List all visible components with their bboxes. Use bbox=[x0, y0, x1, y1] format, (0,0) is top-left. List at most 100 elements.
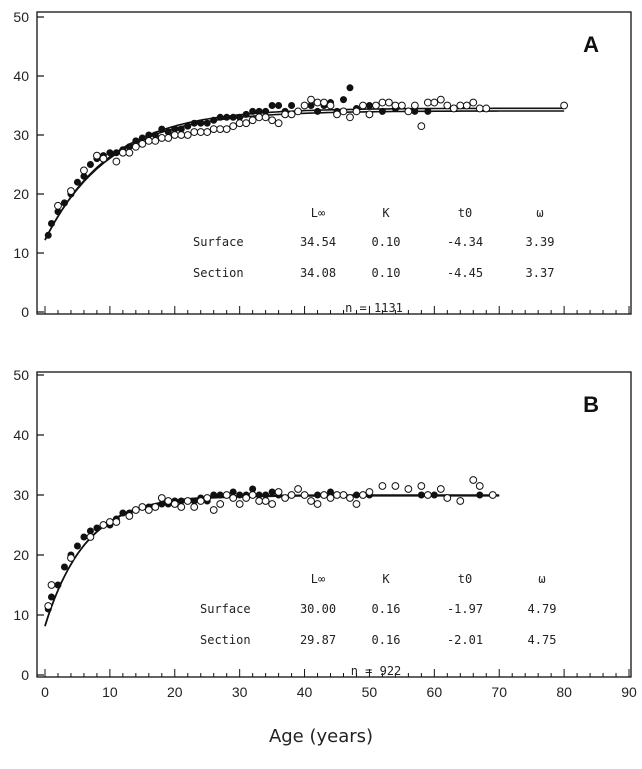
panel-a-surface-point bbox=[346, 84, 354, 92]
panel-b-section-point bbox=[177, 503, 186, 511]
panel-b-section-point bbox=[138, 503, 147, 511]
panel-a-surface-point bbox=[424, 107, 432, 115]
panel-a-section-point bbox=[307, 95, 315, 104]
panel-a-section-point bbox=[313, 98, 322, 107]
panel-b-surface-point bbox=[417, 491, 425, 499]
panel-b-header-linf: L∞ bbox=[311, 572, 325, 586]
panel-b-section-t0: -2.01 bbox=[447, 633, 483, 647]
panel-b-data-points bbox=[44, 476, 497, 613]
x-tick-label: 60 bbox=[427, 684, 443, 700]
x-tick-label: 10 bbox=[102, 684, 118, 700]
panel-b-surface-point bbox=[352, 491, 360, 499]
panel-b-row-surface-label: Surface bbox=[200, 602, 251, 616]
panel-a-surface-point bbox=[339, 96, 347, 104]
panel-b-section-point bbox=[378, 482, 387, 490]
panel-a-section-point bbox=[449, 104, 458, 113]
panel-a-y-tick-label: 0 bbox=[21, 304, 29, 320]
panel-a-header-linf: L∞ bbox=[311, 206, 325, 220]
panel-b-section-point bbox=[44, 602, 53, 610]
panel-a-section-point bbox=[294, 107, 302, 116]
panel-b-letter: B bbox=[583, 392, 599, 417]
panel-b-section-point bbox=[151, 503, 160, 511]
panel-a-surface-point bbox=[223, 113, 231, 121]
panel-b-section-point bbox=[248, 491, 257, 499]
panel-b-section-point bbox=[313, 500, 322, 508]
panel-b-header-k: K bbox=[382, 572, 390, 586]
panel-a-surface-point bbox=[378, 107, 386, 115]
panel-a-surface-point bbox=[184, 122, 192, 130]
panel-a-section-point bbox=[287, 110, 296, 119]
x-axis-tick-labels: 0 10 20 30 40 50 60 70 80 90 bbox=[41, 684, 637, 700]
panel-a-surface-point bbox=[275, 102, 283, 109]
panel-b-section-point bbox=[255, 497, 264, 505]
panel-a-section-point bbox=[443, 101, 452, 110]
panel-b-section-point bbox=[112, 518, 121, 526]
panel-a-y-ticks: 0 10 20 30 40 50 bbox=[13, 9, 44, 320]
panel-b-row-section-label: Section bbox=[200, 633, 251, 647]
panel-a-section-point bbox=[352, 107, 361, 116]
panel-b-surface-point bbox=[54, 581, 62, 589]
panel-b-section-point bbox=[131, 506, 140, 514]
panel-b-section-point bbox=[268, 500, 277, 508]
panel-b-y-tick-label: 30 bbox=[13, 487, 29, 503]
panel-b-x-ticks bbox=[44, 669, 630, 677]
panel-a-section-point bbox=[177, 131, 186, 139]
panel-b-surface-point bbox=[80, 533, 88, 541]
panel-b-fitted-curve-1 bbox=[44, 494, 500, 627]
panel-a-y-tick-label: 40 bbox=[13, 68, 29, 84]
panel-b-surface-point bbox=[430, 491, 438, 499]
panel-a-section-point bbox=[404, 107, 413, 116]
panel-b-y-tick-label: 10 bbox=[13, 607, 29, 623]
panel-a-frame bbox=[36, 11, 632, 315]
panel-a-surface-point bbox=[210, 116, 218, 124]
panel-b-section-point bbox=[469, 476, 478, 484]
panel-b-y-tick-label: 20 bbox=[13, 547, 29, 563]
x-tick-label: 30 bbox=[232, 684, 248, 700]
panel-b-header-omega: ω bbox=[538, 572, 545, 586]
panel-a-section-point bbox=[138, 139, 147, 148]
panel-a-header-k: K bbox=[382, 206, 390, 220]
panel-a-surface-point bbox=[73, 178, 81, 186]
panel-b-section-point bbox=[105, 518, 114, 526]
panel-b-frame bbox=[36, 371, 632, 678]
panel-a-header-omega: ω bbox=[536, 206, 543, 220]
x-tick-label: 90 bbox=[621, 684, 637, 700]
panel-b-surface-point bbox=[47, 593, 55, 601]
panel-a-section-point bbox=[164, 134, 173, 142]
panel-a-section-point bbox=[281, 110, 289, 119]
panel-a-section-point bbox=[203, 128, 212, 136]
panel-a-section-point bbox=[456, 101, 465, 110]
panel-a-section-point bbox=[365, 110, 374, 119]
panel-a-section-point bbox=[80, 166, 88, 175]
panel-b-section-point bbox=[436, 485, 445, 493]
panel-a-section-point bbox=[560, 101, 569, 110]
panel-a-section-point bbox=[242, 119, 251, 128]
panel-a-surface-point bbox=[229, 113, 237, 121]
panel-b-surface-point bbox=[216, 491, 224, 499]
panel-b-section-point bbox=[170, 500, 179, 508]
panel-b-section-point bbox=[235, 500, 244, 508]
panel-a-section-point bbox=[391, 101, 400, 110]
panel-a-surface-point bbox=[249, 107, 257, 115]
panel-b-fitted-curve-2 bbox=[44, 495, 500, 626]
panel-a-surface-point bbox=[60, 199, 68, 207]
panel-b-section-point bbox=[229, 494, 238, 502]
panel-b-section-omega: 4.75 bbox=[528, 633, 557, 647]
panel-b-section-point bbox=[307, 497, 315, 505]
panel-a-fitted-curves bbox=[44, 107, 565, 241]
x-tick-label: 70 bbox=[491, 684, 507, 700]
panel-b-y-tick-label: 50 bbox=[13, 367, 29, 383]
panel-a-section-point bbox=[320, 98, 328, 107]
panel-a-section-point bbox=[397, 101, 406, 110]
panel-b-y-tick-label: 0 bbox=[21, 667, 29, 683]
panel-b-section-point bbox=[86, 533, 95, 541]
panel-a-section-omega: 3.37 bbox=[526, 266, 555, 280]
panel-b-section-point bbox=[359, 491, 367, 499]
panel-b-surface-point bbox=[86, 527, 94, 535]
panel-a-row-surface-label: Surface bbox=[193, 235, 244, 249]
panel-b-section-point bbox=[488, 491, 497, 499]
panel-b-surface-point bbox=[268, 488, 276, 496]
panel-b-section-point bbox=[281, 494, 289, 502]
panel-b-section-point bbox=[346, 494, 354, 502]
panel-a-surface-point bbox=[197, 119, 205, 127]
